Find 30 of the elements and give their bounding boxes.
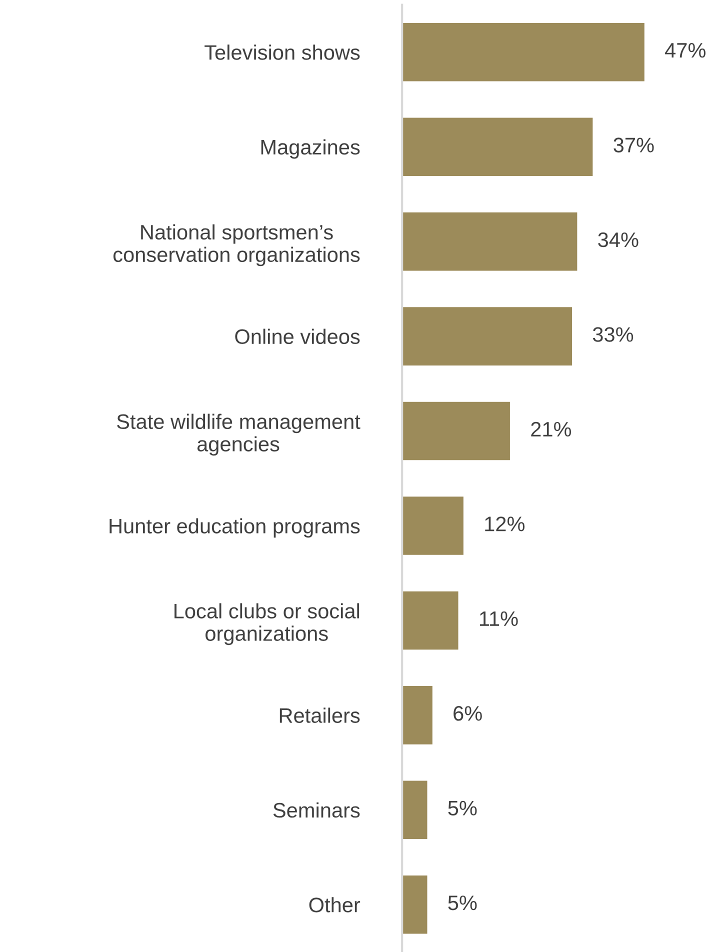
bar [402, 684, 434, 746]
data-label: 37% [614, 138, 654, 152]
data-label: 6% [454, 706, 482, 721]
bar [402, 22, 646, 83]
y-tick-label: Local clubs or social organizations [174, 603, 360, 646]
y-tick-label: Seminars [273, 802, 360, 818]
data-label: 21% [531, 422, 572, 437]
y-tick-label: Retailers [280, 708, 360, 723]
y-tick-label: National sportsmen’s conservation organizations [113, 224, 360, 266]
bar [402, 874, 429, 936]
data-label: 5% [448, 896, 477, 910]
y-tick-label: State wildlife management agencies [117, 414, 360, 456]
data-label: 47% [665, 43, 706, 58]
bar [402, 495, 465, 556]
data-label: 33% [592, 327, 634, 342]
bar [402, 400, 512, 462]
y-tick-label: Magazines [261, 139, 360, 159]
data-label: 5% [448, 800, 477, 816]
data-label: 34% [598, 232, 638, 248]
bar [402, 211, 579, 272]
y-tick-label: Online videos [235, 328, 360, 344]
bar [402, 116, 594, 178]
y-tick-label: Other [309, 897, 360, 912]
y-tick-label: Television shows [204, 44, 360, 60]
bar [402, 590, 460, 651]
bar [402, 779, 429, 840]
y-tick-label: Hunter education programs [110, 518, 360, 538]
data-label: 11% [480, 611, 518, 626]
data-label: 12% [485, 516, 525, 532]
bar [402, 306, 574, 367]
